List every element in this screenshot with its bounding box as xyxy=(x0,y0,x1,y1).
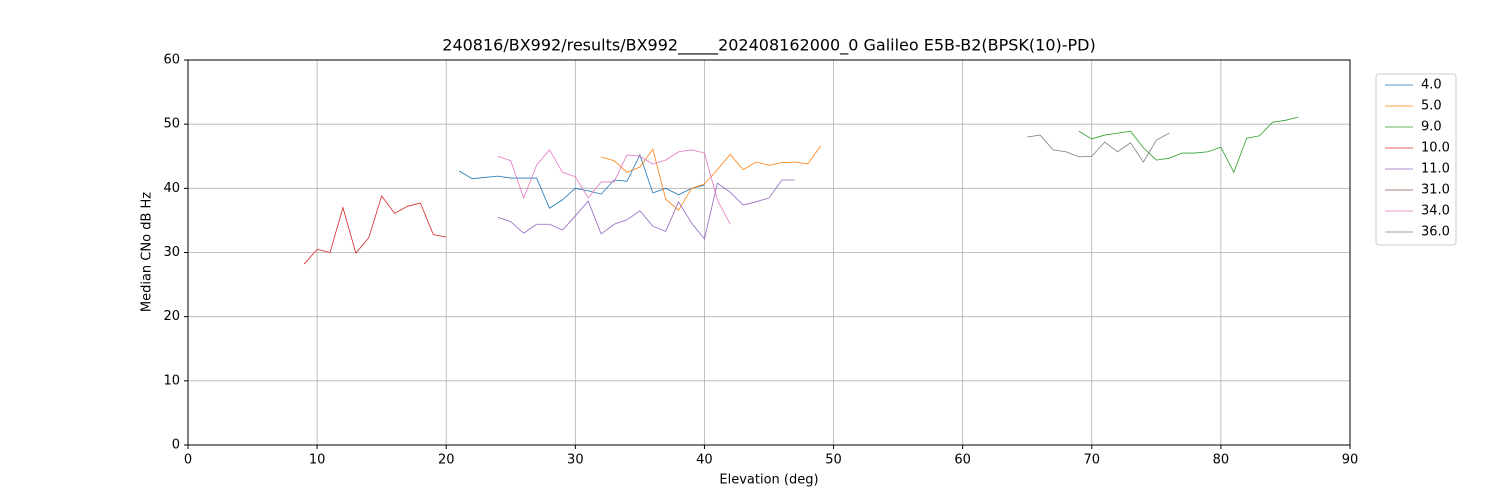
y-axis-label: Median CNo dB Hz xyxy=(140,192,155,312)
x-tick-label: 60 xyxy=(954,453,971,468)
legend-label: 10.0 xyxy=(1421,141,1450,156)
x-tick-label: 40 xyxy=(696,453,713,468)
data-line xyxy=(303,195,447,265)
x-tick-label: 10 xyxy=(309,453,326,468)
data-line xyxy=(497,149,731,225)
legend-label: 36.0 xyxy=(1421,225,1450,240)
x-tick-label: 0 xyxy=(184,453,192,468)
legend: 4.0 5.0 9.0 10.0 11.0 31.0 34.0 36.0 xyxy=(1375,73,1457,246)
plot-frame xyxy=(187,59,1351,446)
x-tick-label: 20 xyxy=(438,453,455,468)
y-tick-label: 20 xyxy=(163,309,180,324)
x-tick-label: 30 xyxy=(567,453,584,468)
chart-title: 240816/BX992/results/BX992_____202408162… xyxy=(442,36,1095,56)
data-line xyxy=(1027,132,1170,163)
x-tick-label: 70 xyxy=(1084,453,1101,468)
x-tick-label: 90 xyxy=(1342,453,1359,468)
data-line xyxy=(497,179,795,240)
legend-label: 4.0 xyxy=(1421,78,1442,93)
x-axis-label: Elevation (deg) xyxy=(719,473,818,488)
legend-label: 11.0 xyxy=(1421,162,1450,177)
y-tick-label: 60 xyxy=(163,53,180,68)
data-line xyxy=(458,153,705,209)
legend-label: 34.0 xyxy=(1421,204,1450,219)
legend-label: 9.0 xyxy=(1421,120,1442,135)
data-line xyxy=(1078,116,1299,174)
y-tick-label: 50 xyxy=(163,117,180,132)
x-tick-label: 80 xyxy=(1213,453,1230,468)
y-tick-label: 10 xyxy=(163,373,180,388)
x-tick-label: 50 xyxy=(825,453,842,468)
legend-label: 31.0 xyxy=(1421,183,1450,198)
legend-box xyxy=(1375,73,1457,246)
legend-label: 5.0 xyxy=(1421,99,1442,114)
y-tick-label: 40 xyxy=(163,181,180,196)
y-tick-label: 30 xyxy=(163,245,180,260)
y-tick-label: 0 xyxy=(172,438,180,453)
